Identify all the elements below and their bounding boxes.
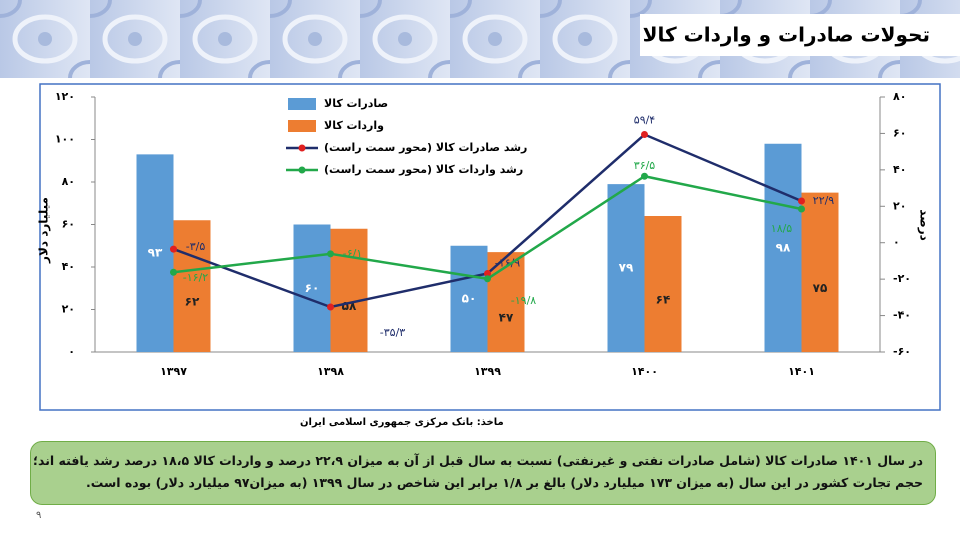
bar [801, 192, 839, 352]
bar [330, 228, 368, 352]
line-marker [484, 269, 491, 277]
legend-label: رشد صادرات کالا (محور سمت راست) [324, 141, 527, 154]
line-label: ۳۶/۵ [634, 159, 656, 172]
y2-axis-title: درصد [918, 209, 932, 241]
chart: تحولات صادرات و واردات کالا میلیارد دلار… [0, 0, 960, 428]
line-marker [641, 131, 648, 139]
y-tick-label: ۲۰ [62, 303, 75, 316]
line-label: ۱۸/۵ [771, 222, 793, 235]
y2-tick-label: ۴٠ [893, 163, 906, 176]
source: ماخذ: بانک مرکزی جمهوری اسلامی ایران [300, 417, 504, 428]
legend-swatch [288, 120, 316, 132]
legend-marker [298, 166, 306, 174]
bar-label: ۹۸ [776, 240, 791, 254]
summary-line: در سال ۱۴۰۱ صادرات کالا (شامل صادرات نفت… [33, 453, 923, 468]
line-marker [327, 250, 334, 258]
x-tick-label: ۱۳۹۸ [317, 365, 344, 378]
line-marker [170, 268, 177, 276]
x-tick-label: ۱۳۹۷ [160, 365, 187, 378]
y2-tick-label: -۴٠ [893, 309, 911, 322]
bar-label: ۴۷ [499, 311, 514, 325]
legend-label: واردات کالا [324, 119, 384, 132]
y-tick-label: ۱۲۰ [55, 90, 75, 103]
legend-label: صادرات کالا [324, 97, 388, 110]
y2-tick-label: ۶٠ [893, 126, 906, 139]
bar-label: ۶٠ [305, 281, 320, 295]
bar-label: ۵٠ [462, 291, 477, 305]
page-number: ۹ [36, 510, 42, 521]
line-marker [484, 275, 491, 283]
summary-box: در سال ۱۴۰۱ صادرات کالا (شامل صادرات نفت… [30, 441, 936, 505]
legend-marker [298, 144, 306, 152]
y2-tick-label: ٠ [893, 236, 900, 249]
y2-tick-label: ۲٠ [893, 199, 906, 212]
slide-title: تحولات صادرات و واردات کالا [643, 23, 930, 47]
line-label: ۲۲/۹ [813, 194, 835, 207]
line-marker [327, 303, 334, 311]
line-label: -۳۵/۳ [380, 326, 405, 339]
y-tick-label: ۸۰ [62, 175, 75, 188]
line-label: ۵۹/۴ [634, 114, 656, 127]
y-axis-title: میلیارد دلار [37, 197, 51, 264]
y2-tick-label: -۲٠ [893, 272, 911, 285]
bar-label: ۶۴ [656, 293, 671, 307]
summary-line: حجم تجارت کشور در این سال (به میزان ۱۷۳ … [85, 475, 923, 490]
line-marker [798, 205, 805, 213]
bar [607, 184, 645, 352]
title-box [640, 14, 960, 56]
bar [173, 220, 211, 352]
bar [450, 245, 488, 352]
bar-label: ۷۹ [619, 261, 634, 275]
bar [293, 224, 331, 352]
line-marker [798, 197, 805, 205]
bar [764, 143, 802, 352]
legend-swatch [288, 98, 316, 110]
line-marker [641, 172, 648, 180]
bar-label: ۷۵ [813, 281, 828, 295]
bar [644, 216, 682, 352]
legend-label: رشد واردات کالا (محور سمت راست) [324, 163, 523, 176]
y-tick-label: ٠ [68, 345, 75, 358]
line-marker [170, 245, 177, 253]
line-label: -۱۹/۸ [511, 294, 536, 307]
y2-tick-label: ۸٠ [893, 90, 906, 103]
y-tick-label: ۶۰ [62, 218, 75, 231]
bar-label: ۹۳ [148, 246, 163, 260]
line-label: -۶/۱ [343, 247, 363, 260]
bar-label: ۶۲ [185, 295, 200, 309]
y-tick-label: ۱۰۰ [55, 133, 75, 146]
bar [136, 154, 174, 352]
line-label: -۱۶/۲ [183, 271, 208, 284]
x-tick-label: ۱۳۹۹ [474, 365, 501, 378]
x-tick-label: ۱۴۰۱ [788, 365, 815, 378]
line-label: -۳/۵ [186, 240, 206, 253]
y2-tick-label: -۶٠ [893, 345, 911, 358]
x-tick-label: ۱۴۰۰ [631, 365, 658, 378]
line-label: -۱۶/۹ [495, 256, 520, 269]
y-tick-label: ۴۰ [62, 260, 75, 273]
